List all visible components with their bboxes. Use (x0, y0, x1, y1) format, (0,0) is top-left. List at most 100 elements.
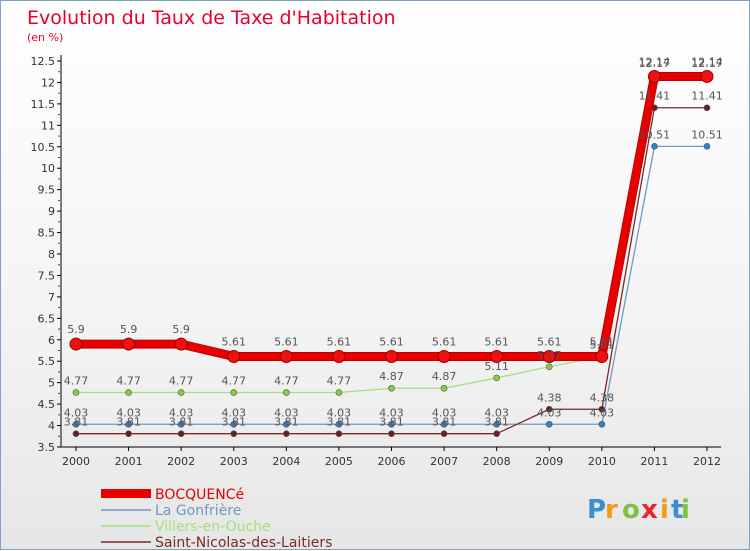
data-point-saint-nicolas-des-laitiers (283, 430, 290, 438)
axes: 3.5 4 4.5 5 5.5 6 6.5 7 7.5 8 8.5 9 9.5 10 10.5 11 11.5 1… (31, 55, 721, 468)
data-label-bocquenc: 5.61 (484, 336, 509, 349)
data-label-la-gonfri-re: 4.03 (64, 406, 89, 419)
y-tick-label: 8.5 (38, 227, 56, 240)
data-label-villers-en-ouche: 5.37 (537, 349, 562, 362)
data-label-la-gonfri-re: 4.03 (484, 406, 509, 419)
x-tick-label: 2008 (483, 455, 511, 468)
data-label-la-gonfri-re: 4.03 (274, 406, 299, 419)
data-point-saint-nicolas-des-laitiers (72, 430, 80, 438)
data-label-villers-en-ouche: 5.11 (484, 360, 509, 373)
data-label-la-gonfri-re: 4.03 (327, 406, 352, 419)
data-label-saint-nicolas-des-laitiers: 3.81 (379, 416, 404, 429)
data-label-bocquenc: 5.61 (537, 336, 562, 349)
data-label-la-gonfri-re: 4.03 (432, 406, 457, 419)
y-tick-label: 8 (48, 248, 55, 261)
y-tick-label: 12.5 (31, 55, 56, 68)
data-point-saint-nicolas-des-laitiers (703, 104, 711, 112)
data-point-bocquenc (437, 350, 451, 364)
data-point-la-gonfri-re (388, 420, 395, 428)
data-point-saint-nicolas-des-laitiers (335, 430, 343, 438)
data-labels: 4.03 4.03 4.03 4.03 4.03 4.03 4.03 4.03 4.03 4.03… (64, 55, 723, 428)
data-label-saint-nicolas-des-laitiers: 3.81 (432, 416, 457, 429)
logo-letter: o (622, 495, 640, 525)
x-tick-label: 2009 (535, 455, 563, 468)
data-point-la-gonfri-re (230, 420, 238, 428)
x-tick-label: 2002 (167, 455, 195, 468)
data-label-villers-en-ouche: 4.87 (432, 370, 457, 383)
proxiti-logo: Pr o x i ti (587, 495, 690, 525)
data-point-bocquenc (490, 350, 504, 364)
data-label-villers-en-ouche: 4.77 (274, 375, 299, 388)
data-label-bocquenc: 5.9 (120, 323, 138, 336)
data-label-bocquenc: 5.61 (274, 336, 299, 349)
y-tick-label: 9.5 (38, 184, 56, 197)
data-point-bocquenc (647, 69, 661, 83)
data-point-la-gonfri-re (440, 420, 448, 428)
data-label-saint-nicolas-des-laitiers: 11.41 (691, 90, 723, 103)
data-point-villers-en-ouche (335, 389, 343, 396)
data-label-villers-en-ouche: 4.77 (64, 375, 89, 388)
data-point-la-gonfri-re (125, 420, 132, 428)
data-label-villers-en-ouche: 12.17 (639, 57, 671, 70)
y-tick-label: 7 (48, 291, 55, 304)
legend-label-la-gonfri-re: La Gonfrière (155, 503, 241, 519)
data-point-villers-en-ouche (125, 389, 132, 396)
data-point-la-gonfri-re (598, 420, 606, 428)
data-label-villers-en-ouche: 4.77 (222, 375, 247, 388)
data-point-villers-en-ouche (440, 384, 448, 392)
x-tick-label: 2004 (272, 455, 300, 468)
data-point-saint-nicolas-des-laitiers (598, 405, 606, 413)
data-point-saint-nicolas-des-laitiers (388, 430, 395, 438)
chart-unit: (en %) (27, 31, 63, 44)
series-layer (69, 69, 714, 438)
data-point-villers-en-ouche (493, 374, 500, 382)
y-tick-label: 12 (41, 76, 55, 89)
data-point-bocquenc (122, 337, 136, 351)
logo-letter: i (681, 495, 690, 525)
data-point-la-gonfri-re (335, 420, 343, 428)
data-label-saint-nicolas-des-laitiers: 3.81 (327, 416, 352, 429)
data-point-bocquenc (542, 350, 556, 364)
data-label-la-gonfri-re: 10.51 (639, 128, 671, 141)
data-point-bocquenc (227, 350, 241, 364)
data-label-saint-nicolas-des-laitiers: 3.81 (116, 416, 141, 429)
chart-title: Evolution du Taux de Taxe d'Habitation (27, 7, 396, 29)
data-point-villers-en-ouche (283, 389, 290, 396)
data-point-villers-en-ouche (72, 389, 80, 396)
data-point-la-gonfri-re (545, 420, 553, 428)
data-point-villers-en-ouche (230, 389, 238, 396)
y-tick-label: 6.5 (38, 312, 56, 325)
x-tick-label: 2003 (220, 455, 248, 468)
data-label-villers-en-ouche: 12.17 (691, 57, 723, 70)
data-point-la-gonfri-re (651, 143, 658, 150)
y-tick-label: 5 (48, 377, 55, 390)
data-point-bocquenc (595, 350, 609, 364)
data-point-saint-nicolas-des-laitiers (493, 430, 500, 438)
data-label-la-gonfri-re: 4.03 (116, 406, 141, 419)
data-point-villers-en-ouche (545, 363, 553, 371)
x-tick-label: 2011 (640, 455, 668, 468)
x-tick-label: 2006 (378, 455, 406, 468)
data-label-bocquenc: 12.14 (639, 55, 671, 68)
x-tick-label: 2005 (325, 455, 353, 468)
data-label-la-gonfri-re: 4.03 (222, 406, 247, 419)
data-label-saint-nicolas-des-laitiers: 4.38 (537, 391, 562, 404)
data-label-bocquenc: 5.61 (222, 336, 247, 349)
logo-letter: t (671, 495, 683, 525)
logo-letter: r (605, 495, 618, 525)
y-tick-label: 4.5 (38, 398, 56, 411)
y-tick-label: 3.5 (38, 441, 56, 454)
data-point-la-gonfri-re (283, 420, 290, 428)
data-label-la-gonfri-re: 4.03 (537, 406, 562, 419)
data-label-la-gonfri-re: 4.03 (379, 406, 404, 419)
data-label-saint-nicolas-des-laitiers: 3.81 (64, 416, 89, 429)
data-point-la-gonfri-re (703, 143, 711, 150)
data-label-bocquenc: 5.9 (172, 323, 190, 336)
x-tick-label: 2007 (430, 455, 458, 468)
y-tick-label: 6 (48, 334, 55, 347)
data-label-bocquenc: 5.61 (379, 336, 404, 349)
data-point-villers-en-ouche (177, 389, 185, 396)
y-tick-label: 7.5 (38, 269, 56, 282)
